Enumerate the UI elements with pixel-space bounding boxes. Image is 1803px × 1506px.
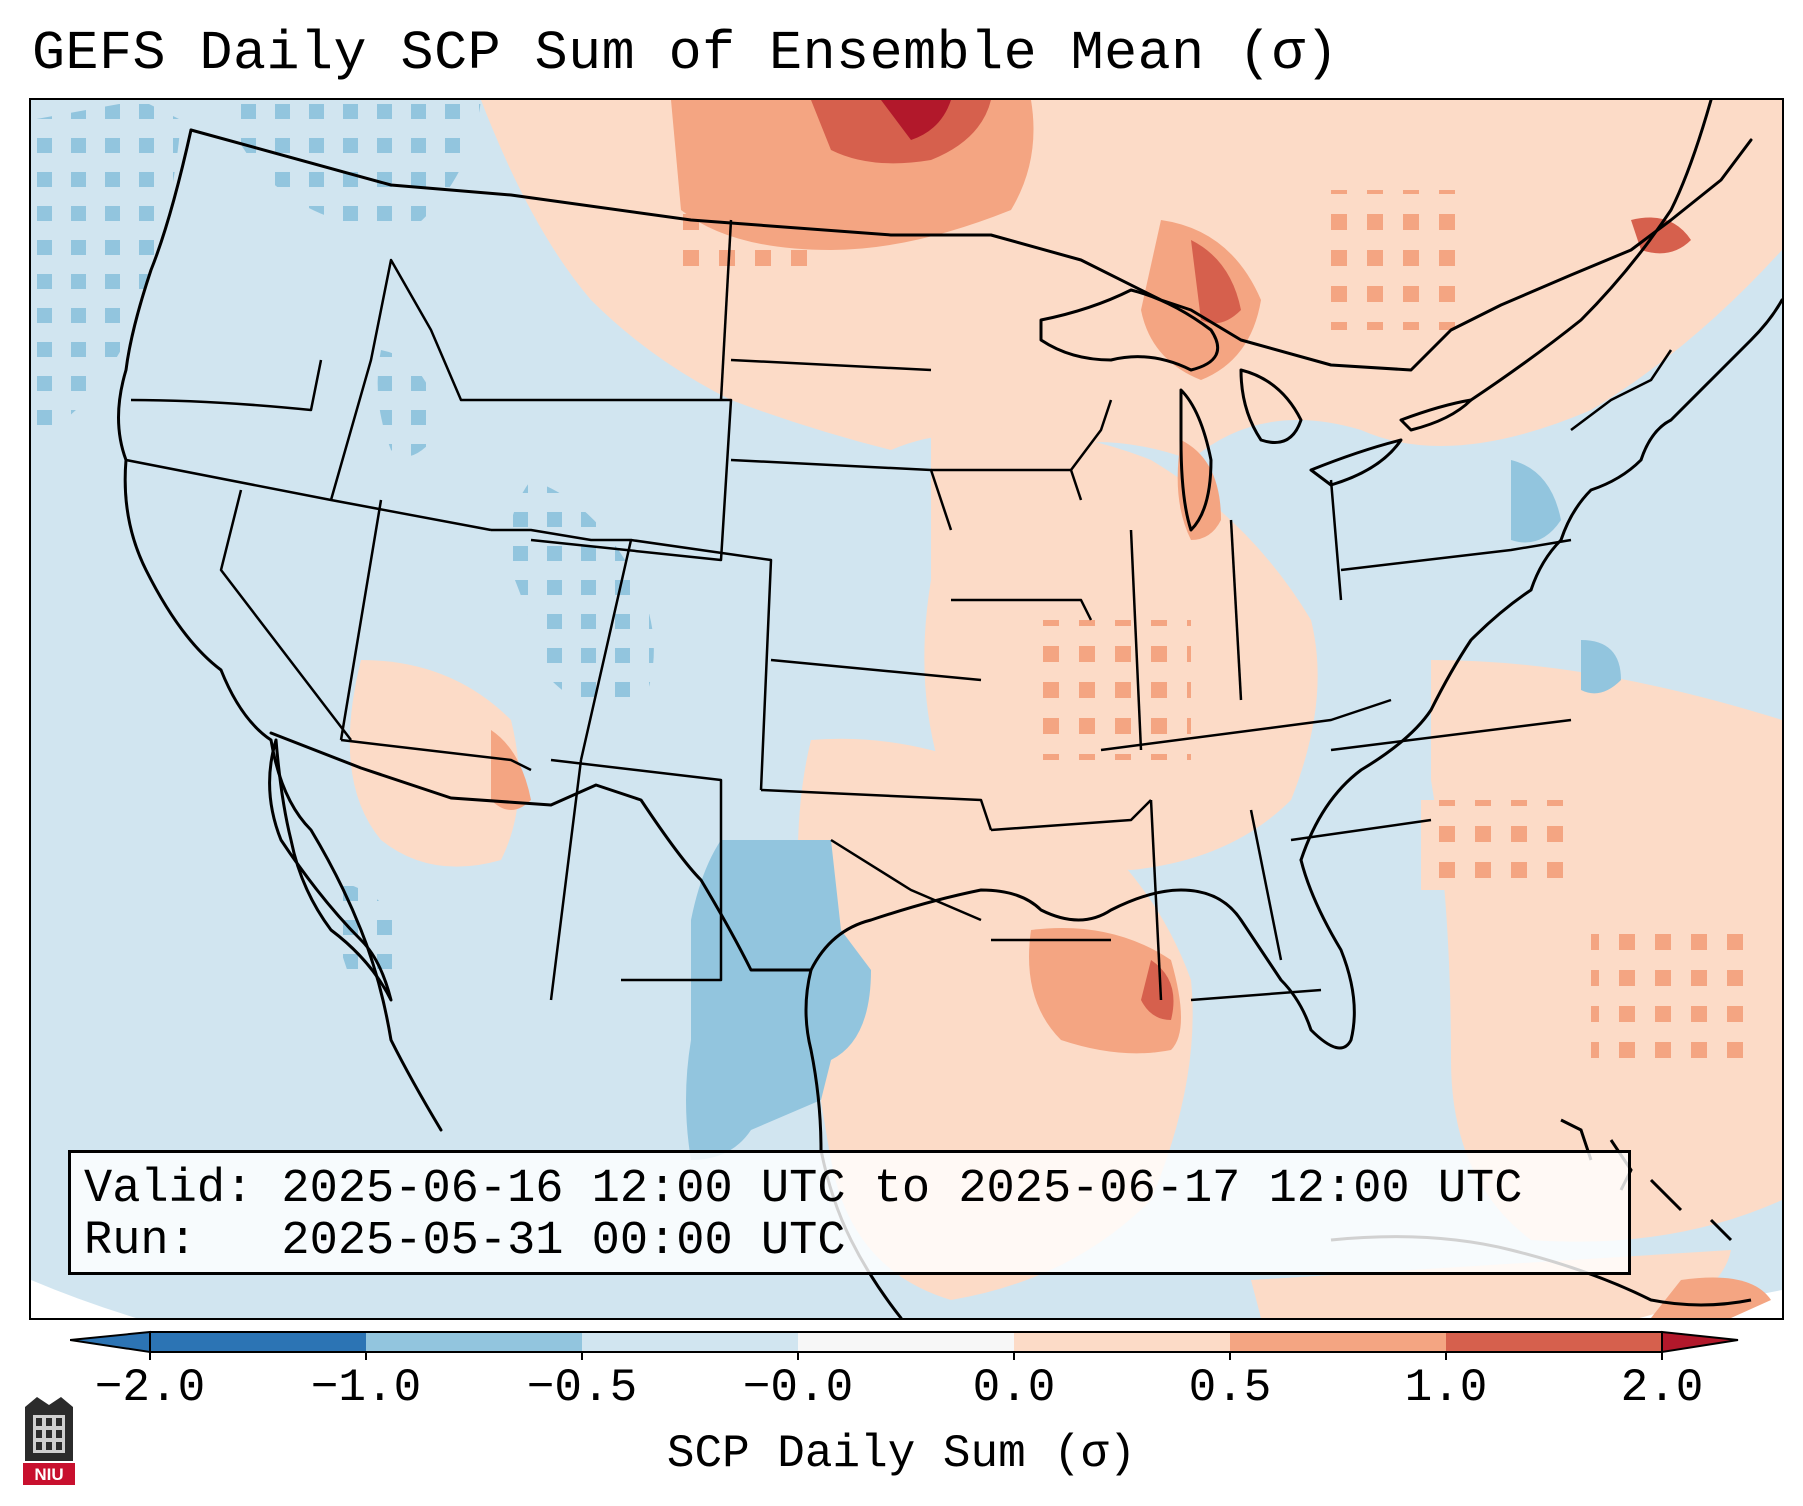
- colorbar-extend-right: [1661, 1330, 1739, 1354]
- chart-title: GEFS Daily SCP Sum of Ensemble Mean (σ): [32, 22, 1339, 85]
- canada-us-border: [189, 128, 1753, 372]
- anomaly-pink-speckle-3: [1031, 620, 1191, 760]
- nv-ut-border: [339, 499, 383, 741]
- ks-ok-border: [760, 788, 993, 831]
- colorbar-bin-2: [366, 1332, 582, 1352]
- ms-al-border: [1149, 799, 1163, 1001]
- state-borders: [125, 219, 1673, 1002]
- west-coast: [117, 128, 443, 1132]
- gulf-coast: [809, 858, 1356, 1050]
- political-borders: [117, 100, 1782, 1318]
- map-panel[interactable]: [29, 98, 1784, 1320]
- lake-michigan: [1179, 388, 1213, 532]
- ca-nv-border: [219, 489, 352, 741]
- validity-info-box: Valid: 2025-06-16 12:00 UTC to 2025-06-1…: [68, 1150, 1631, 1275]
- bahamas-4: [1709, 1218, 1733, 1242]
- anomaly-orange-louisiana: [1029, 928, 1181, 1054]
- logo-text: NIU: [34, 1465, 63, 1484]
- ne-ks-border: [770, 658, 982, 682]
- colorbar-tick-label: 0.5: [1188, 1362, 1272, 1414]
- oh-pa-border: [1329, 479, 1343, 601]
- al-ga-border: [1249, 809, 1283, 961]
- anomaly-blue-colorado: [508, 480, 654, 712]
- colorbar-extend-left: [70, 1330, 151, 1354]
- colorbar-tick-label: 2.0: [1620, 1362, 1704, 1414]
- co-ks-border: [630, 538, 773, 791]
- baja-peninsula: [268, 738, 393, 1002]
- anomaly-field: [31, 100, 1782, 1318]
- anomaly-orange-4corners: [491, 730, 531, 810]
- anomaly-pink-speckle-2: [1591, 930, 1761, 1070]
- colorbar-tick-label: 0.0: [972, 1362, 1056, 1414]
- anomaly-orange-pr: [1651, 1277, 1771, 1318]
- anomaly-blue-carolinas: [1581, 640, 1621, 694]
- colorbar-outline: [149, 1331, 1663, 1353]
- mo-ar-border: [990, 799, 1152, 832]
- colorbar-label: SCP Daily Sum (σ): [666, 1428, 1137, 1480]
- niu-logo-icon: NIU: [23, 1397, 75, 1485]
- wy-border: [530, 398, 733, 562]
- anomaly-darkred-north: [881, 100, 951, 140]
- colorbar-tick-label: 1.0: [1404, 1362, 1488, 1414]
- az-nm-border: [549, 759, 583, 1001]
- anomaly-red-north: [811, 100, 991, 164]
- colorbar-tick-label: −2.0: [94, 1362, 206, 1414]
- anomaly-blue-pac-nw: [31, 100, 181, 440]
- atlantic-coast: [1299, 298, 1782, 862]
- ga-fl-border: [1190, 988, 1322, 1002]
- anomaly-blue-utah: [377, 350, 441, 457]
- ok-tx-border: [830, 838, 982, 922]
- anomaly-pink-speckle-5: [1311, 190, 1461, 330]
- pa-ny-border: [1340, 538, 1572, 572]
- st-lawrence: [1469, 100, 1713, 402]
- ia-mo-border: [951, 598, 1093, 621]
- lake-huron: [1239, 368, 1303, 444]
- bahamas-3: [1649, 1178, 1683, 1212]
- new-england-border: [1570, 349, 1673, 431]
- colorbar-bin-5: [1014, 1332, 1230, 1352]
- colorbar-bin-1: [150, 1332, 366, 1352]
- tn-ky-border: [1100, 698, 1392, 752]
- ut-az-border: [340, 738, 532, 772]
- lake-erie: [1309, 438, 1403, 487]
- colorbar-bin-7: [1446, 1332, 1662, 1352]
- colorbar-ticks: [149, 1352, 1663, 1360]
- mt-nd-border: [719, 219, 733, 401]
- valid-time-text: Valid: 2025-06-16 12:00 UTC to 2025-06-1…: [84, 1163, 1523, 1216]
- il-in-border: [1129, 529, 1143, 751]
- anomaly-red-superior: [1191, 240, 1241, 324]
- colorbar-bin-3: [582, 1332, 798, 1352]
- ut-co-border: [491, 528, 633, 761]
- wa-or-border: [130, 359, 323, 412]
- anomaly-pink-southwest: [349, 660, 519, 867]
- run-time-text: Run: 2025-05-31 00:00 UTC: [84, 1215, 846, 1268]
- anomaly-red-ms: [1141, 960, 1174, 1020]
- colorbar-tick-label: −1.0: [310, 1362, 422, 1414]
- nm-tx-border: [550, 758, 723, 982]
- colorbar-bin-4: [798, 1332, 1014, 1352]
- colorbar-tick-label: −0.0: [742, 1362, 854, 1414]
- nd-sd-border: [730, 358, 932, 372]
- anomaly-blue-texas: [686, 840, 871, 1160]
- anomaly-blue-bc: [221, 100, 481, 230]
- mexico-us-border: [269, 731, 813, 972]
- anomaly-pink-speckle-1: [1421, 800, 1581, 890]
- wi-mn-border: [1070, 399, 1113, 471]
- colorbar-tick-label: −0.5: [526, 1362, 638, 1414]
- va-nc-border: [1330, 718, 1572, 752]
- nc-sc-border: [1290, 818, 1432, 842]
- id-mt-border: [329, 258, 531, 501]
- in-oh-border: [1229, 519, 1243, 701]
- colorbar: [70, 1330, 1739, 1360]
- lake-superior: [1039, 288, 1220, 372]
- colorbar-bin-6: [1230, 1332, 1446, 1352]
- anomaly-blue-pennsylvania: [1511, 460, 1561, 543]
- map-canvas: [31, 100, 1782, 1318]
